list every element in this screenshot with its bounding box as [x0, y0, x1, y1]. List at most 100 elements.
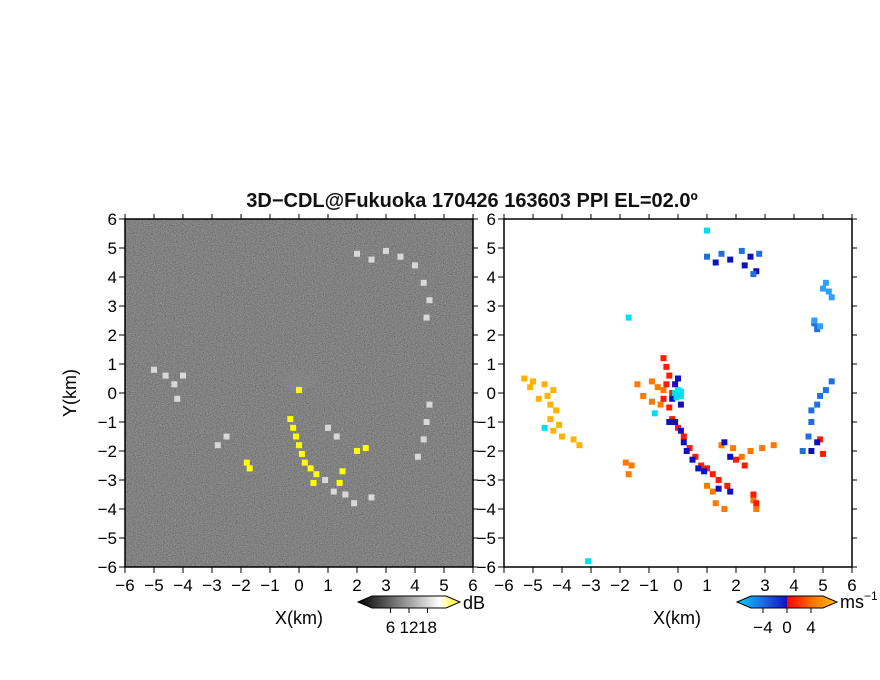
velocity-mark	[715, 477, 722, 483]
velocity-mark	[585, 558, 592, 565]
velocity-mark	[673, 394, 680, 401]
velocity-mark	[550, 387, 557, 394]
velocity-mark	[634, 381, 641, 388]
x-tick-label: −6	[494, 576, 513, 595]
x-tick-label: 2	[352, 576, 361, 595]
velocity-mark	[753, 500, 760, 507]
echo-mark	[414, 453, 421, 460]
colorbar-tick-label: 0	[782, 618, 791, 637]
x-tick-label: −1	[260, 576, 279, 595]
x-tick-label: −4	[173, 576, 192, 595]
velocity-mark	[576, 442, 583, 449]
velocity-mark	[759, 445, 766, 452]
velocity-mark	[814, 401, 821, 408]
left-colorbar-bar	[356, 595, 462, 609]
x-tick-label: −2	[231, 576, 250, 595]
echo-mark	[423, 419, 430, 425]
left-colorbar: 6 12 18 dB	[356, 593, 485, 637]
echo-mark	[336, 479, 343, 486]
echo-mark	[354, 250, 360, 257]
echo-mark	[342, 491, 349, 498]
y-tick-label: −1	[98, 413, 117, 432]
velocity-mark	[660, 395, 667, 402]
velocity-mark	[570, 436, 577, 443]
left-y-axis-label: Y(km)	[60, 369, 80, 417]
clutter-ray	[298, 355, 303, 394]
x-tick-label: −1	[639, 576, 658, 595]
velocity-mark	[820, 450, 826, 457]
velocity-mark	[672, 419, 679, 425]
x-tick-label: −5	[144, 576, 163, 595]
x-tick-label: 4	[410, 576, 419, 595]
right-panel: −6 −5 −4 −3 −2 −1 0 1 2 3 4 5 6 −6 −5 −4 −3 −2 −1 0 1 2 3 4 5 6 X…	[477, 210, 857, 628]
left-colorbar-unit: dB	[463, 593, 485, 613]
left-colorbar-ticks: 6 12 18	[386, 608, 437, 637]
velocity-mark	[822, 279, 829, 286]
velocity-mark	[628, 462, 635, 469]
left-x-axis-label: X(km)	[275, 608, 323, 628]
right-colorbar-bar	[735, 595, 839, 609]
echo-mark	[412, 262, 418, 269]
velocity-mark	[741, 462, 748, 469]
echo-mark	[362, 445, 369, 452]
x-tick-label: 6	[847, 576, 856, 595]
clutter-ray	[276, 361, 300, 394]
velocity-mark	[625, 471, 632, 478]
y-tick-label: −3	[477, 471, 496, 490]
y-tick-label: 2	[487, 326, 496, 345]
velocity-mark	[695, 465, 702, 472]
echo-mark	[246, 465, 253, 472]
echo-mark	[397, 253, 404, 260]
velocity-mark	[805, 433, 812, 440]
echo-mark	[420, 436, 427, 443]
echo-mark	[351, 500, 358, 507]
velocity-mark	[712, 259, 719, 266]
velocity-mark	[677, 427, 684, 434]
velocity-mark	[680, 433, 687, 440]
y-tick-label: 5	[108, 239, 117, 258]
echo-mark	[310, 479, 317, 486]
velocity-mark	[701, 468, 708, 475]
velocity-mark	[622, 459, 629, 466]
clutter-ray	[267, 370, 300, 394]
colorbar-tick-label: 6	[386, 618, 395, 637]
x-tick-label: 2	[731, 576, 740, 595]
echo-mark	[223, 433, 230, 440]
colorbar-tick-label: 12	[400, 618, 419, 637]
left-echo-marks	[151, 247, 433, 507]
right-colorbar-unit: ms−1	[840, 589, 878, 612]
velocity-mark	[559, 433, 565, 440]
velocity-mark	[718, 250, 725, 257]
velocity-mark	[541, 381, 548, 388]
velocity-mark	[741, 262, 748, 269]
x-tick-label: 3	[760, 576, 769, 595]
velocity-mark	[730, 445, 737, 452]
velocity-mark	[704, 227, 710, 234]
y-tick-label: −6	[477, 558, 496, 577]
velocity-mark	[677, 392, 684, 399]
echo-mark	[171, 381, 178, 388]
right-colorbar-unit-base: ms	[840, 592, 864, 612]
velocity-mark	[550, 427, 557, 434]
echo-mark	[330, 488, 337, 495]
echo-mark	[325, 424, 331, 431]
left-axis-ticks: −6 −5 −4 −3 −2 −1 0 1 2 3 4 5 6 −6 −5 −4 −3 −2 −1 0 1 2 3 4 5 6	[98, 210, 478, 595]
velocity-mark	[799, 448, 806, 454]
echo-mark	[298, 450, 305, 457]
velocity-mark	[547, 416, 554, 423]
right-axis-ticks: −6 −5 −4 −3 −2 −1 0 1 2 3 4 5 6 −6 −5 −4 −3 −2 −1 0 1 2 3 4 5 6	[477, 210, 857, 595]
velocity-mark	[817, 392, 824, 399]
velocity-mark	[651, 410, 658, 417]
y-tick-label: −3	[98, 471, 117, 490]
y-tick-label: 6	[487, 210, 496, 229]
echo-mark	[290, 424, 297, 431]
velocity-mark	[715, 485, 722, 492]
clutter-ray	[275, 381, 300, 394]
velocity-mark	[747, 448, 754, 454]
x-tick-label: 4	[789, 576, 798, 595]
velocity-mark	[727, 256, 734, 263]
y-tick-label: 0	[108, 384, 117, 403]
velocity-mark	[654, 384, 661, 391]
x-tick-label: 5	[818, 576, 827, 595]
velocity-mark	[530, 378, 536, 385]
